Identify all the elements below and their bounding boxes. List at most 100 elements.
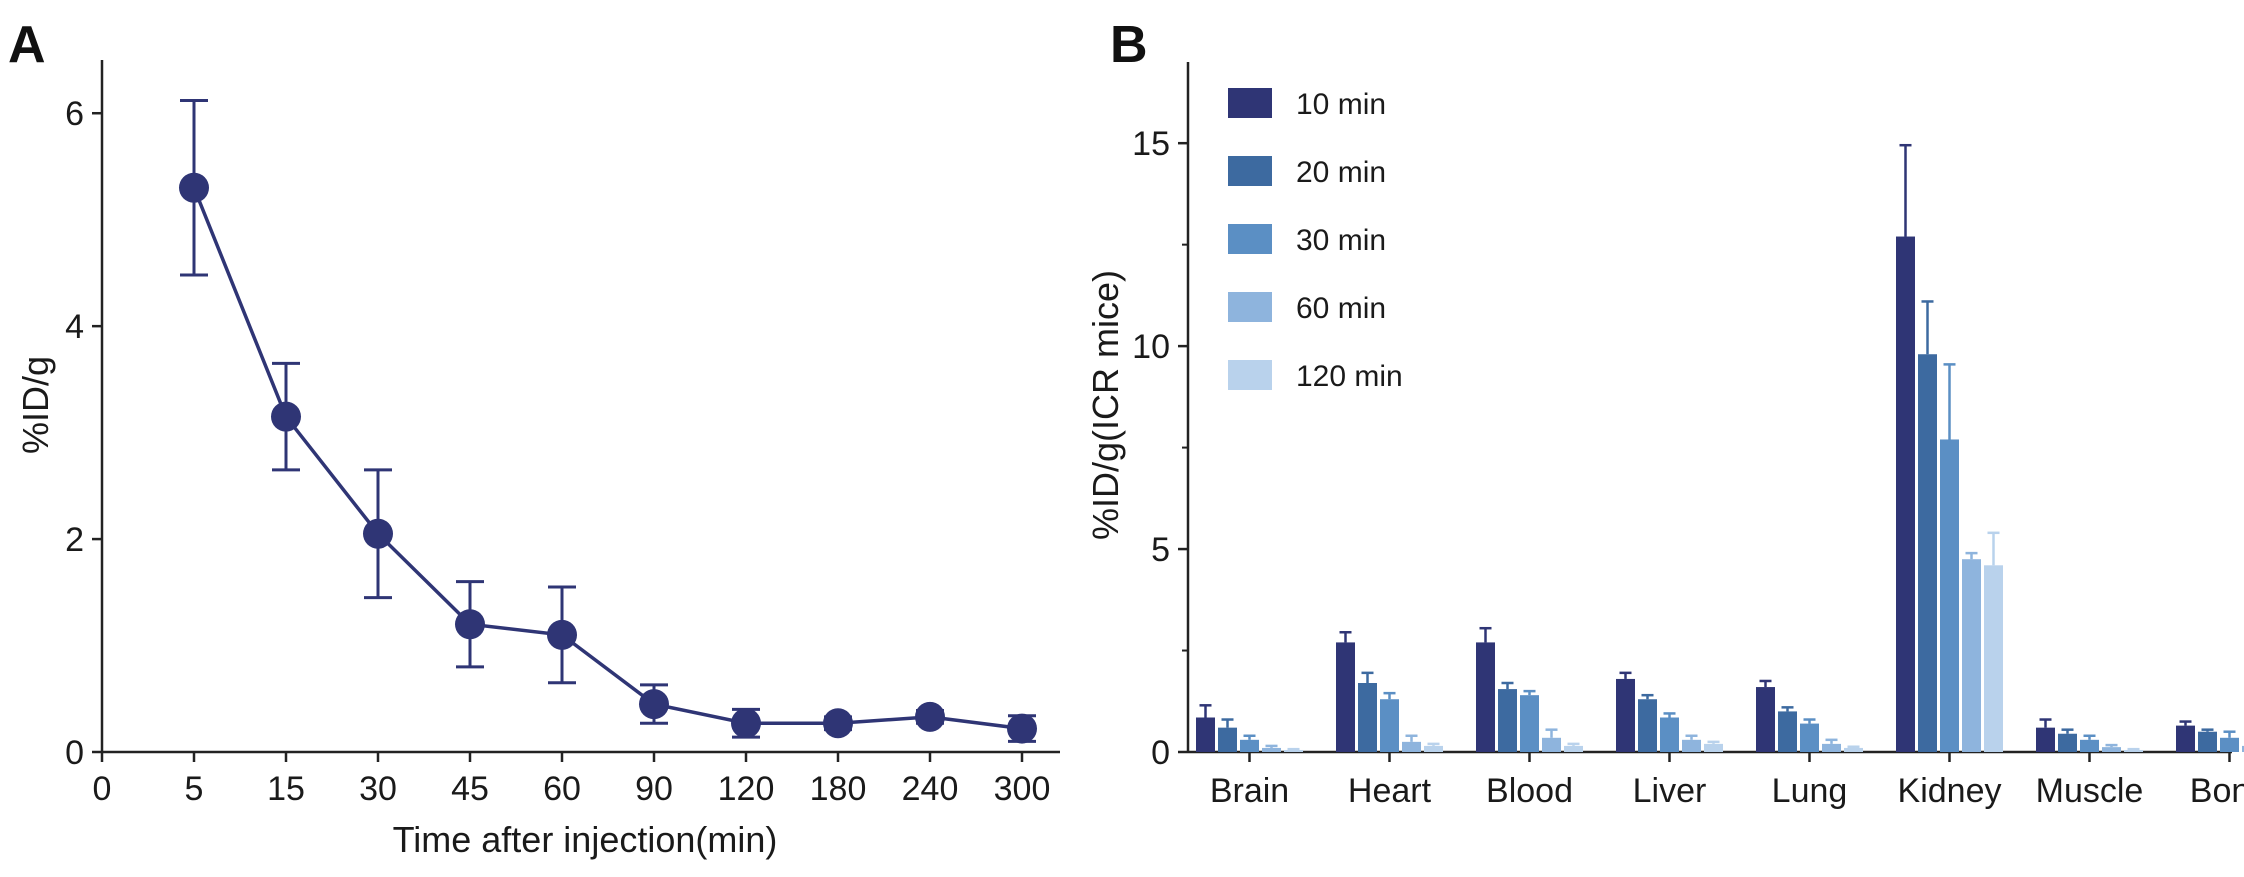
panel-b-bar bbox=[1984, 565, 2003, 752]
panel-b-bar bbox=[1756, 687, 1775, 752]
panel-a-x-axis-title: Time after injection(min) bbox=[393, 819, 778, 860]
panel-a-x-tick-label: 15 bbox=[267, 770, 305, 808]
panel-b-bar bbox=[2242, 745, 2244, 752]
panel-b-bar bbox=[2080, 739, 2099, 752]
panel-a-x-ticks: 0 5 15 30 45 60 90 120 180 240 300 bbox=[93, 752, 1051, 808]
panel-b-bar bbox=[1380, 699, 1399, 752]
panel-a-x-tick-label: 0 bbox=[93, 770, 112, 808]
panel-a-data-point bbox=[455, 609, 485, 640]
panel-a-letter: A bbox=[8, 16, 46, 74]
panel-a-x-tick-label: 90 bbox=[635, 770, 673, 808]
panel-b-bar bbox=[1704, 743, 1723, 752]
panel-b-bar bbox=[1476, 642, 1495, 752]
panel-a-data-point bbox=[731, 708, 761, 739]
panel-b-y-tick-label: 15 bbox=[1132, 125, 1170, 163]
panel-b-x-tick-label: Blood bbox=[1486, 772, 1573, 810]
panel-b-y-tick-label: 10 bbox=[1132, 328, 1170, 366]
panel-b-bar bbox=[2102, 747, 2121, 752]
panel-b-bar bbox=[1660, 717, 1679, 752]
panel-b-x-ticks: Brain Heart Blood Liver Lung Kidney Muscle Bone bbox=[1210, 752, 2244, 810]
panel-b-legend-swatch bbox=[1228, 156, 1272, 186]
panel-a-plot-area bbox=[179, 98, 1037, 744]
panel-b-bar bbox=[1402, 741, 1421, 752]
panel-b-bar bbox=[1564, 745, 1583, 752]
panel-b-bar bbox=[1262, 747, 1281, 752]
panel-b-bar bbox=[1284, 749, 1303, 752]
panel-b-x-tick-label: Liver bbox=[1633, 772, 1707, 810]
panel-a-x-tick-label: 60 bbox=[543, 770, 581, 808]
panel-b-bar bbox=[1822, 743, 1841, 752]
panel-b-bar bbox=[1240, 739, 1259, 752]
panel-a: A 0 2 4 6 0 5 15 30 45 60 90 120 180 240 300 %ID/g Ti… bbox=[8, 16, 1060, 860]
panel-a-y-tick-label: 4 bbox=[65, 308, 84, 346]
panel-b-legend-label: 20 min bbox=[1296, 156, 1386, 189]
panel-b-legend-label: 60 min bbox=[1296, 292, 1386, 325]
panel-b-x-tick-label: Bone bbox=[2190, 772, 2244, 810]
panel-b-bar bbox=[1218, 727, 1237, 752]
panel-b-bar bbox=[2036, 727, 2055, 752]
panel-b-plot-area bbox=[1196, 143, 2244, 752]
panel-b-bar bbox=[2124, 749, 2143, 752]
panel-a-data-point bbox=[639, 689, 669, 720]
panel-b-legend-label: 30 min bbox=[1296, 224, 1386, 257]
panel-b-y-tick-label: 0 bbox=[1151, 734, 1170, 772]
panel-b-x-tick-label: Muscle bbox=[2036, 772, 2144, 810]
panel-b-bar bbox=[1336, 642, 1355, 752]
panel-b-legend-label: 10 min bbox=[1296, 88, 1386, 121]
panel-b-legend-swatch bbox=[1228, 292, 1272, 322]
panel-b-legend-swatch bbox=[1228, 88, 1272, 118]
panel-b-x-tick-label: Brain bbox=[1210, 772, 1289, 810]
panel-b-bar bbox=[1800, 723, 1819, 752]
panel-a-x-tick-label: 300 bbox=[994, 770, 1051, 808]
panel-a-x-tick-label: 30 bbox=[359, 770, 397, 808]
panel-b: B 0 5 10 15 Brain Heart Blood Liver Lung Kidney M… bbox=[1085, 16, 2244, 810]
panel-a-y-axis-title: %ID/g bbox=[15, 356, 56, 454]
panel-a-x-tick-label: 180 bbox=[810, 770, 867, 808]
panel-b-bar bbox=[1896, 236, 1915, 752]
panel-a-x-tick-label: 240 bbox=[902, 770, 959, 808]
panel-b-bar bbox=[1918, 354, 1937, 752]
panel-a-data-point bbox=[1007, 713, 1037, 744]
panel-b-bar bbox=[2220, 737, 2239, 752]
panel-a-data-point bbox=[547, 619, 577, 650]
panel-b-bar bbox=[1616, 678, 1635, 752]
panel-b-bar bbox=[1682, 739, 1701, 752]
panel-b-x-tick-label: Kidney bbox=[1898, 772, 2002, 810]
panel-b-y-ticks: 0 5 10 15 bbox=[1132, 125, 1188, 772]
panel-b-bar bbox=[1940, 439, 1959, 752]
panel-b-bar bbox=[1520, 695, 1539, 752]
panel-a-y-tick-label: 2 bbox=[65, 521, 84, 559]
panel-b-bar bbox=[1542, 737, 1561, 752]
panel-b-bar bbox=[1498, 689, 1517, 752]
panel-b-legend-swatch bbox=[1228, 224, 1272, 254]
panel-a-x-tick-label: 120 bbox=[718, 770, 775, 808]
panel-b-bar bbox=[2176, 725, 2195, 752]
panel-a-series-line bbox=[192, 187, 1023, 731]
panel-a-data-point bbox=[363, 518, 393, 549]
panel-a-x-tick-label: 5 bbox=[185, 770, 204, 808]
panel-b-bar bbox=[1962, 559, 1981, 752]
panel-b-bar bbox=[1778, 711, 1797, 752]
panel-b-bar bbox=[1196, 717, 1215, 752]
panel-b-bar bbox=[1424, 745, 1443, 752]
panel-b-x-tick-label: Heart bbox=[1348, 772, 1432, 810]
panel-b-bar bbox=[1638, 699, 1657, 752]
panel-a-y-tick-label: 0 bbox=[65, 734, 84, 772]
panel-a-y-ticks: 0 2 4 6 bbox=[65, 95, 102, 772]
panel-b-bar bbox=[2198, 731, 2217, 752]
panel-b-legend: 10 min 20 min 30 min 60 min 120 min bbox=[1228, 88, 1403, 393]
panel-a-data-point bbox=[271, 401, 301, 432]
panel-a-y-tick-label: 6 bbox=[65, 95, 84, 133]
panel-b-y-tick-label: 5 bbox=[1151, 531, 1170, 569]
panel-b-legend-swatch bbox=[1228, 360, 1272, 390]
panel-b-legend-label: 120 min bbox=[1296, 360, 1403, 393]
panel-b-y-axis-title: %ID/g(ICR mice) bbox=[1085, 270, 1126, 540]
panel-b-bar bbox=[1358, 683, 1377, 752]
panel-a-data-point bbox=[915, 701, 945, 732]
panel-b-bar bbox=[1844, 747, 1863, 752]
panel-b-bar bbox=[2058, 733, 2077, 752]
panel-b-letter: B bbox=[1110, 16, 1148, 74]
panel-a-data-point bbox=[179, 172, 209, 203]
panel-a-x-tick-label: 45 bbox=[451, 770, 489, 808]
